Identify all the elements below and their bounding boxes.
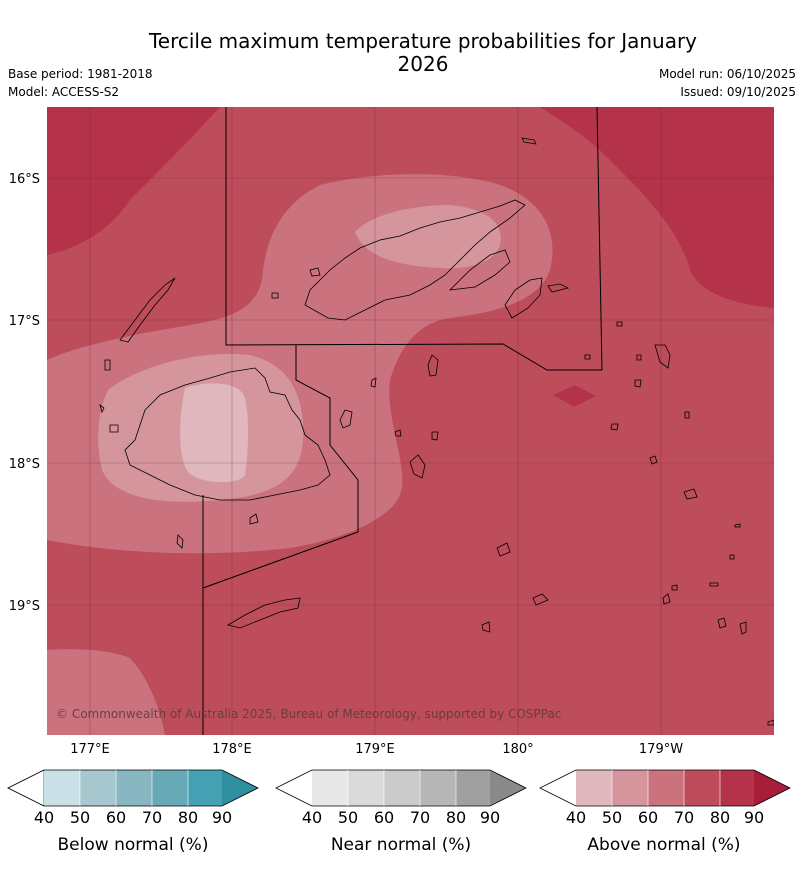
cb0-tick-90: 90 bbox=[212, 808, 232, 827]
lon-label-178e: 178°E bbox=[212, 742, 252, 757]
cb2-tick-50: 50 bbox=[602, 808, 622, 827]
lat-label-18s: 18°S bbox=[9, 457, 40, 472]
viti-levu-island bbox=[124, 367, 331, 501]
colorbar-near-normal: 40 50 60 70 80 90 Near normal (%) bbox=[275, 769, 527, 855]
lon-label-179e: 179°E bbox=[355, 742, 395, 757]
yasawa-islands bbox=[119, 277, 176, 343]
cb1-tick-60: 60 bbox=[374, 808, 394, 827]
longitude-labels: 177°E 178°E 179°E 180° 179°W bbox=[70, 742, 683, 757]
cb2-tick-90: 90 bbox=[744, 808, 764, 827]
issued-date: Issued: 09/10/2025 bbox=[680, 85, 796, 99]
model-name: Model: ACCESS-S2 bbox=[8, 85, 120, 99]
cb0-tick-40: 40 bbox=[34, 808, 54, 827]
lon-label-177e: 177°E bbox=[70, 742, 110, 757]
lakeba-island bbox=[654, 344, 671, 369]
cb1-tick-80: 80 bbox=[446, 808, 466, 827]
coastlines bbox=[99, 137, 774, 726]
cb0-tick-70: 70 bbox=[142, 808, 162, 827]
cb2-tick-60: 60 bbox=[638, 808, 658, 827]
region-80-90-ne bbox=[540, 107, 774, 308]
lat-label-17s: 17°S bbox=[9, 314, 40, 329]
taveuni-island bbox=[448, 249, 511, 291]
cb1-tick-90: 90 bbox=[480, 808, 500, 827]
cb2-tick-70: 70 bbox=[674, 808, 694, 827]
cb2-tick-80: 80 bbox=[710, 808, 730, 827]
meta-left: Base period: 1981-2018 Model: ACCESS-S2 bbox=[8, 65, 153, 101]
cb1-tick-40: 40 bbox=[302, 808, 322, 827]
cb1-label: Near normal (%) bbox=[331, 835, 471, 855]
copyright-notice: © Commonwealth of Australia 2025, Bureau… bbox=[56, 707, 561, 721]
colorbar-above-normal: 40 50 60 70 80 90 Above normal (%) bbox=[539, 769, 791, 855]
ovalau-island bbox=[339, 409, 353, 429]
cb0-tick-60: 60 bbox=[106, 808, 126, 827]
region-50-60-vanua bbox=[355, 205, 501, 269]
model-run: Model run: 06/10/2025 bbox=[658, 67, 796, 81]
gau-island bbox=[409, 454, 426, 479]
rabi-island bbox=[504, 277, 543, 319]
base-period: Base period: 1981-2018 bbox=[8, 67, 153, 81]
cb0-tick-50: 50 bbox=[70, 808, 90, 827]
vanua-levu-island bbox=[304, 199, 526, 321]
koro-island bbox=[427, 354, 439, 377]
cb2-label: Above normal (%) bbox=[587, 835, 740, 855]
probability-map: © Commonwealth of Australia 2025, Bureau… bbox=[47, 107, 774, 735]
latitude-labels: 16°S 17°S 18°S 19°S bbox=[9, 172, 40, 614]
region-80-90-patch bbox=[553, 385, 596, 407]
colorbar-below-normal: 40 50 60 70 80 90 Below normal (%) bbox=[7, 769, 259, 855]
map-title: Tercile maximum temperature probabilitie… bbox=[148, 29, 698, 76]
cb1-tick-70: 70 bbox=[410, 808, 430, 827]
region-80-90-nw bbox=[47, 107, 220, 255]
lon-label-179w: 179°W bbox=[639, 742, 683, 757]
region-60-70-sw bbox=[47, 649, 165, 735]
lat-label-19s: 19°S bbox=[9, 599, 40, 614]
division-boundaries bbox=[202, 107, 603, 735]
region-40-50-viti bbox=[180, 383, 249, 483]
lon-label-180: 180° bbox=[502, 742, 533, 757]
cb0-tick-80: 80 bbox=[178, 808, 198, 827]
lat-label-16s: 16°S bbox=[9, 172, 40, 187]
cb1-tick-50: 50 bbox=[338, 808, 358, 827]
kadavu-island bbox=[226, 597, 301, 629]
meta-right: Model run: 06/10/2025 Issued: 09/10/2025 bbox=[659, 65, 796, 101]
cb2-tick-40: 40 bbox=[566, 808, 586, 827]
cb0-label: Below normal (%) bbox=[58, 835, 209, 855]
